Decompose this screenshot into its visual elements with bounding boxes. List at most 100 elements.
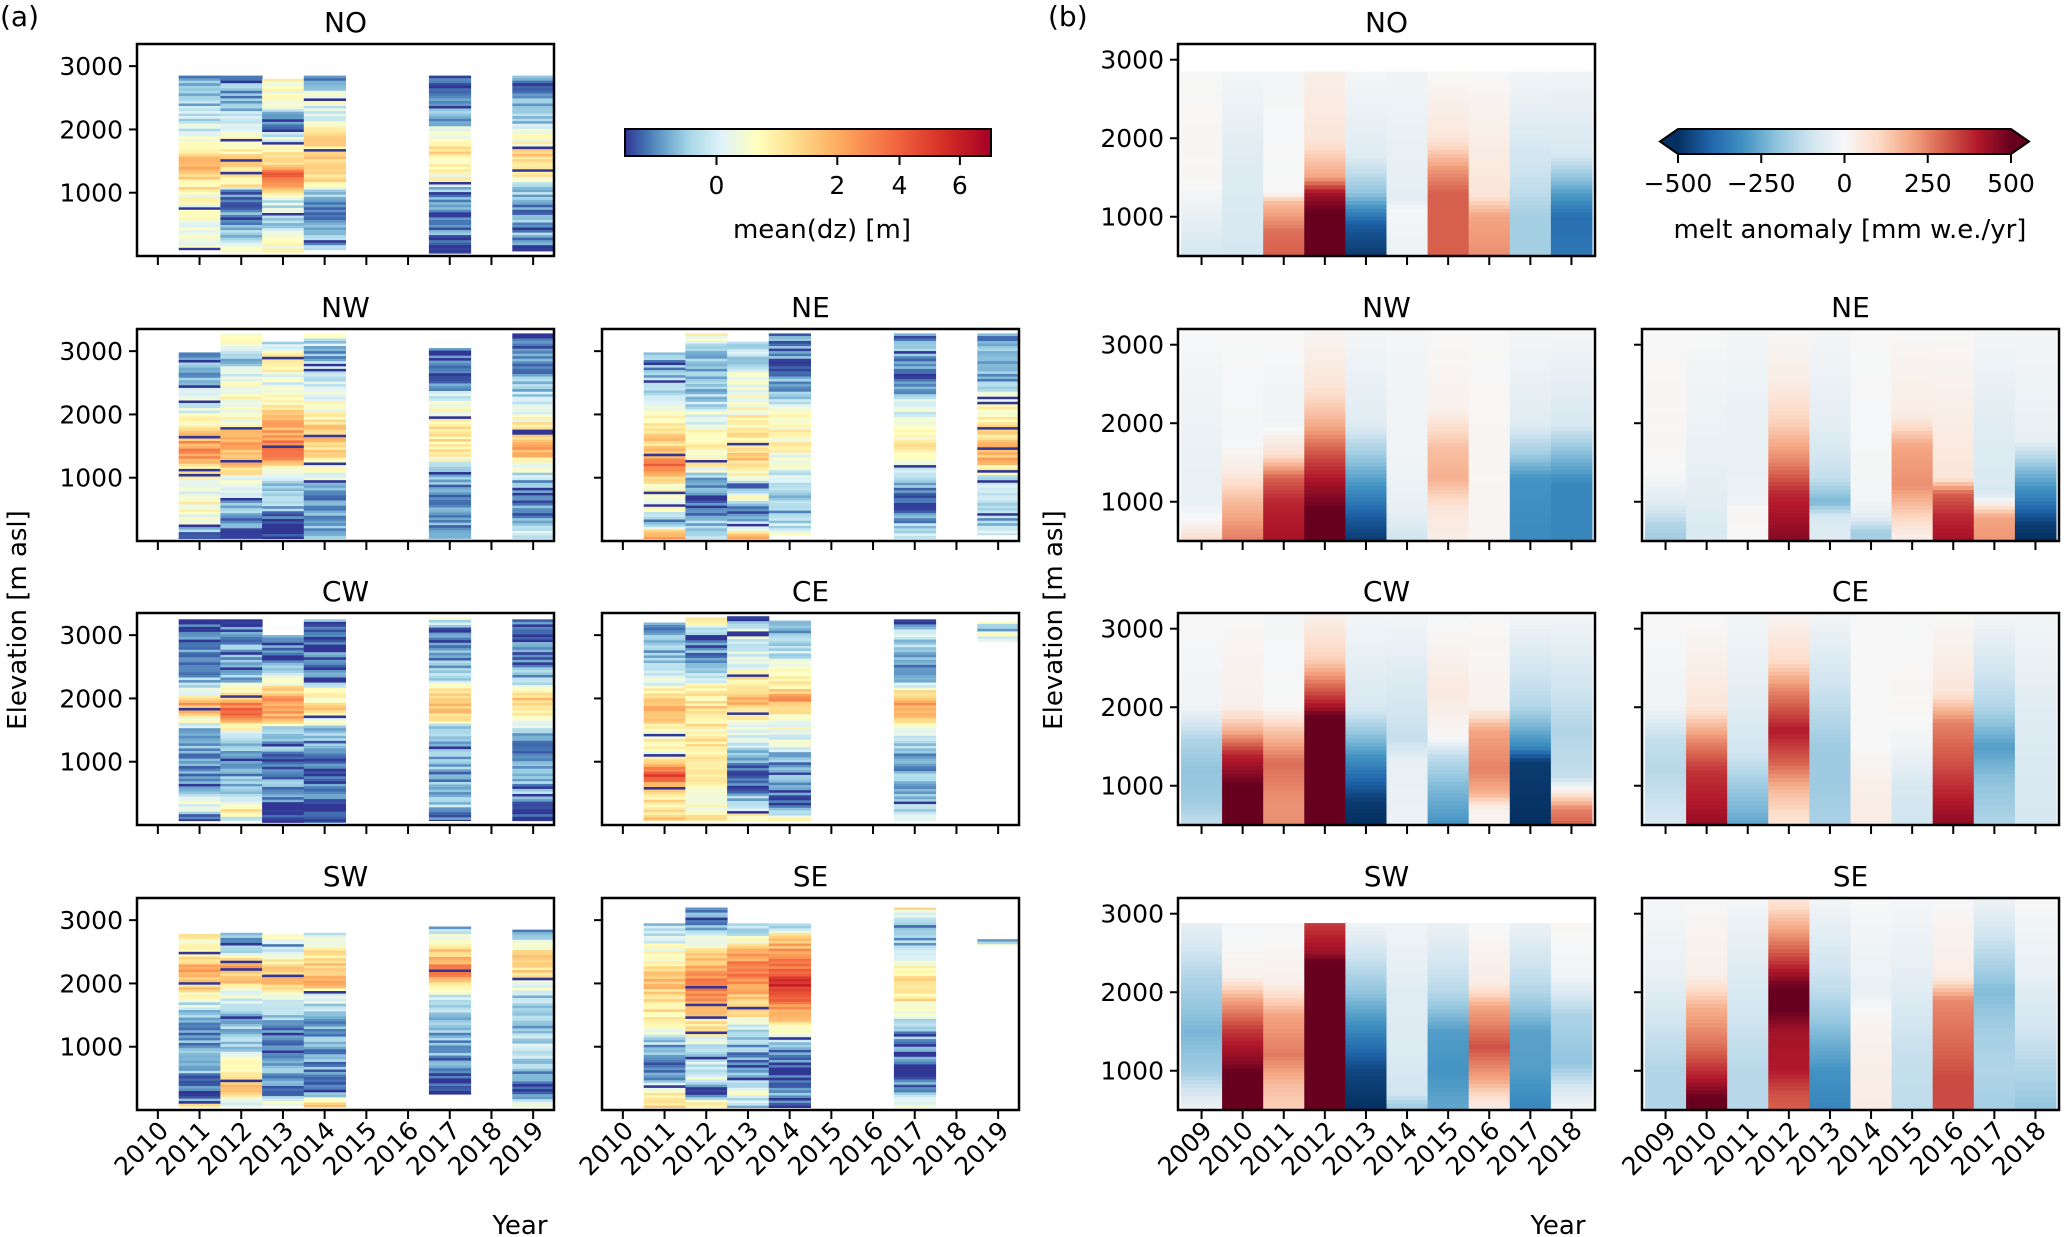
elev-band: [178, 408, 221, 412]
elev-band: [1345, 360, 1387, 365]
elev-band: [1550, 462, 1593, 467]
elev-band: [303, 1072, 346, 1075]
elev-band: [1727, 462, 1769, 467]
elev-band: [1427, 376, 1470, 381]
elev-band: [685, 779, 728, 783]
elev-band: [428, 645, 472, 649]
elev-band: [1550, 497, 1593, 503]
elev-band: [1386, 509, 1429, 514]
elev-band: [428, 746, 472, 750]
elev-band: [220, 401, 263, 405]
elev-band: [262, 1010, 305, 1013]
elev-band: [768, 460, 811, 463]
elev-band: [220, 695, 263, 699]
elev-band: [428, 782, 472, 785]
elev-band: [1686, 340, 1728, 346]
elev-band: [178, 982, 221, 986]
elev-band: [303, 525, 346, 529]
elev-band: [262, 139, 305, 143]
elev-band: [220, 477, 263, 481]
elev-band: [1222, 505, 1264, 511]
elev-band: [1468, 197, 1511, 202]
elev-band: [428, 726, 472, 730]
elev-band: [1645, 356, 1687, 361]
elev-band: [1222, 525, 1264, 530]
elev-band: [1468, 95, 1511, 100]
elev-band: [1304, 356, 1346, 361]
elev-band: [977, 432, 1020, 436]
elev-band: [1932, 387, 1975, 393]
elev-band: [727, 714, 770, 718]
elev-band: [1509, 407, 1552, 412]
elev-band: [303, 1092, 346, 1096]
elev-band: [220, 720, 263, 724]
elev-band: [512, 384, 555, 388]
elev-band: [428, 439, 472, 443]
elev-band: [1509, 240, 1552, 245]
elev-band: [893, 707, 937, 711]
elev-band: [893, 399, 937, 403]
elev-band: [428, 467, 472, 470]
elev-band: [303, 1049, 346, 1053]
elev-band: [428, 499, 472, 503]
elev-band: [1345, 212, 1387, 218]
elev-band: [512, 745, 555, 749]
elev-band: [512, 637, 555, 640]
elev-band: [303, 343, 346, 347]
elev-band: [1181, 95, 1223, 100]
region-title: SE: [793, 860, 828, 893]
elev-band: [428, 464, 472, 468]
elev-band: [1181, 380, 1223, 385]
elev-band: [893, 667, 937, 671]
elev-band: [1768, 505, 1810, 511]
elev-band: [1263, 244, 1305, 249]
elev-band: [1304, 224, 1346, 229]
elev-band: [512, 730, 555, 734]
elev-band: [428, 622, 472, 626]
elev-band: [220, 978, 263, 982]
elev-band: [727, 963, 770, 967]
elev-band: [1181, 493, 1223, 499]
elev-band: [1345, 497, 1387, 503]
elev-band: [1222, 208, 1264, 214]
elev-band: [220, 485, 263, 489]
elev-band: [1973, 537, 2016, 542]
elev-band: [1427, 525, 1470, 530]
elev-band: [1645, 529, 1687, 534]
elev-band: [1181, 427, 1223, 432]
elev-band: [512, 194, 555, 198]
elev-band: [303, 225, 346, 228]
elev-band: [977, 631, 1020, 635]
elev-band: [1263, 474, 1305, 479]
elev-band: [1345, 216, 1387, 222]
elev-band: [262, 346, 305, 350]
elev-band: [1727, 435, 1769, 440]
elev-band: [512, 738, 555, 742]
elev-band: [220, 1049, 263, 1053]
elev-band: [1686, 529, 1728, 534]
elev-band: [977, 944, 1020, 946]
elev-band: [1263, 228, 1305, 233]
elev-band: [685, 998, 728, 1002]
elev-band: [643, 1029, 686, 1033]
elev-band: [220, 133, 263, 137]
elev-band: [768, 691, 811, 695]
elev-band: [643, 1017, 686, 1020]
elev-band: [1345, 193, 1387, 198]
elev-band: [768, 762, 811, 766]
elev-band: [685, 1059, 728, 1063]
elev-band: [303, 1089, 346, 1093]
elev-band: [1345, 244, 1387, 249]
elev-band: [2014, 419, 2057, 424]
elev-band: [685, 675, 728, 679]
elev-band: [512, 103, 555, 107]
elev-band: [893, 363, 937, 367]
elev-band: [768, 790, 811, 794]
elev-band: [220, 1084, 263, 1088]
elev-band: [685, 759, 728, 763]
elev-band: [643, 1057, 686, 1061]
elev-band: [178, 182, 221, 185]
elev-band: [303, 467, 346, 471]
elev-band: [1181, 208, 1223, 214]
elev-column-2011: [643, 622, 686, 821]
